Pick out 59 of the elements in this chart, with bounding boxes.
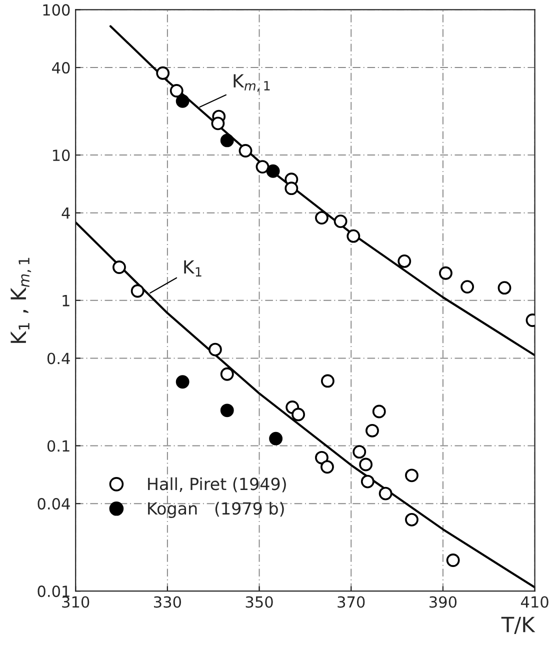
point	[346, 229, 360, 243]
point	[220, 367, 234, 381]
x-axis-title: T/K	[501, 616, 536, 634]
point	[405, 512, 418, 526]
y-tick-label: 0.1	[47, 440, 70, 452]
x-tick-label: 310	[62, 596, 90, 608]
point	[208, 342, 222, 356]
point	[366, 424, 379, 438]
point	[378, 486, 392, 500]
point	[130, 284, 144, 298]
y-tick-label: 100	[43, 4, 70, 16]
point	[292, 408, 306, 422]
y-tick-label: 40	[52, 62, 70, 74]
point	[156, 66, 170, 80]
line-series	[76, 221, 535, 588]
x-tick-label: 350	[246, 596, 273, 608]
line-series	[109, 25, 535, 356]
point	[439, 266, 452, 280]
point	[284, 182, 298, 196]
x-tick-label: 370	[338, 596, 365, 608]
point	[176, 94, 190, 108]
y-tick-label: 10	[52, 150, 70, 162]
point	[320, 460, 334, 474]
point	[498, 281, 512, 295]
point	[112, 260, 126, 274]
point	[238, 144, 252, 158]
legend-label: Hall, Piret (1949)	[148, 477, 286, 492]
x-tick-label: 410	[520, 596, 548, 608]
point	[320, 374, 334, 388]
x-tick-label: 390	[430, 596, 457, 608]
y-tick-label: 1	[62, 295, 70, 306]
point	[170, 84, 184, 98]
annotation: K$_{1}$	[184, 260, 202, 276]
point	[315, 450, 328, 464]
point	[315, 211, 328, 225]
y-tick-label: 4	[62, 208, 70, 219]
point	[398, 254, 412, 268]
point	[266, 164, 280, 178]
point	[269, 432, 283, 446]
point	[176, 375, 190, 389]
point	[372, 404, 386, 418]
point	[446, 554, 460, 567]
point	[360, 474, 374, 488]
point	[460, 280, 474, 294]
y-tick-label: 0.4	[47, 352, 70, 364]
point	[405, 468, 418, 482]
point	[220, 404, 234, 418]
y-axis-title: K$_{1}$ , K$_{m,1}$	[10, 258, 32, 343]
y-tick-label: 0.04	[38, 498, 70, 510]
legend-label: Kogan (1979 b)	[148, 502, 284, 518]
y-tick-label: 0.01	[38, 586, 70, 598]
point	[256, 160, 270, 174]
annotation: K$_{m,1}$	[234, 74, 270, 92]
point	[359, 458, 373, 472]
point	[211, 116, 225, 130]
point	[220, 134, 234, 148]
point	[352, 445, 366, 459]
x-tick-label: 330	[154, 596, 182, 608]
point	[334, 214, 348, 228]
